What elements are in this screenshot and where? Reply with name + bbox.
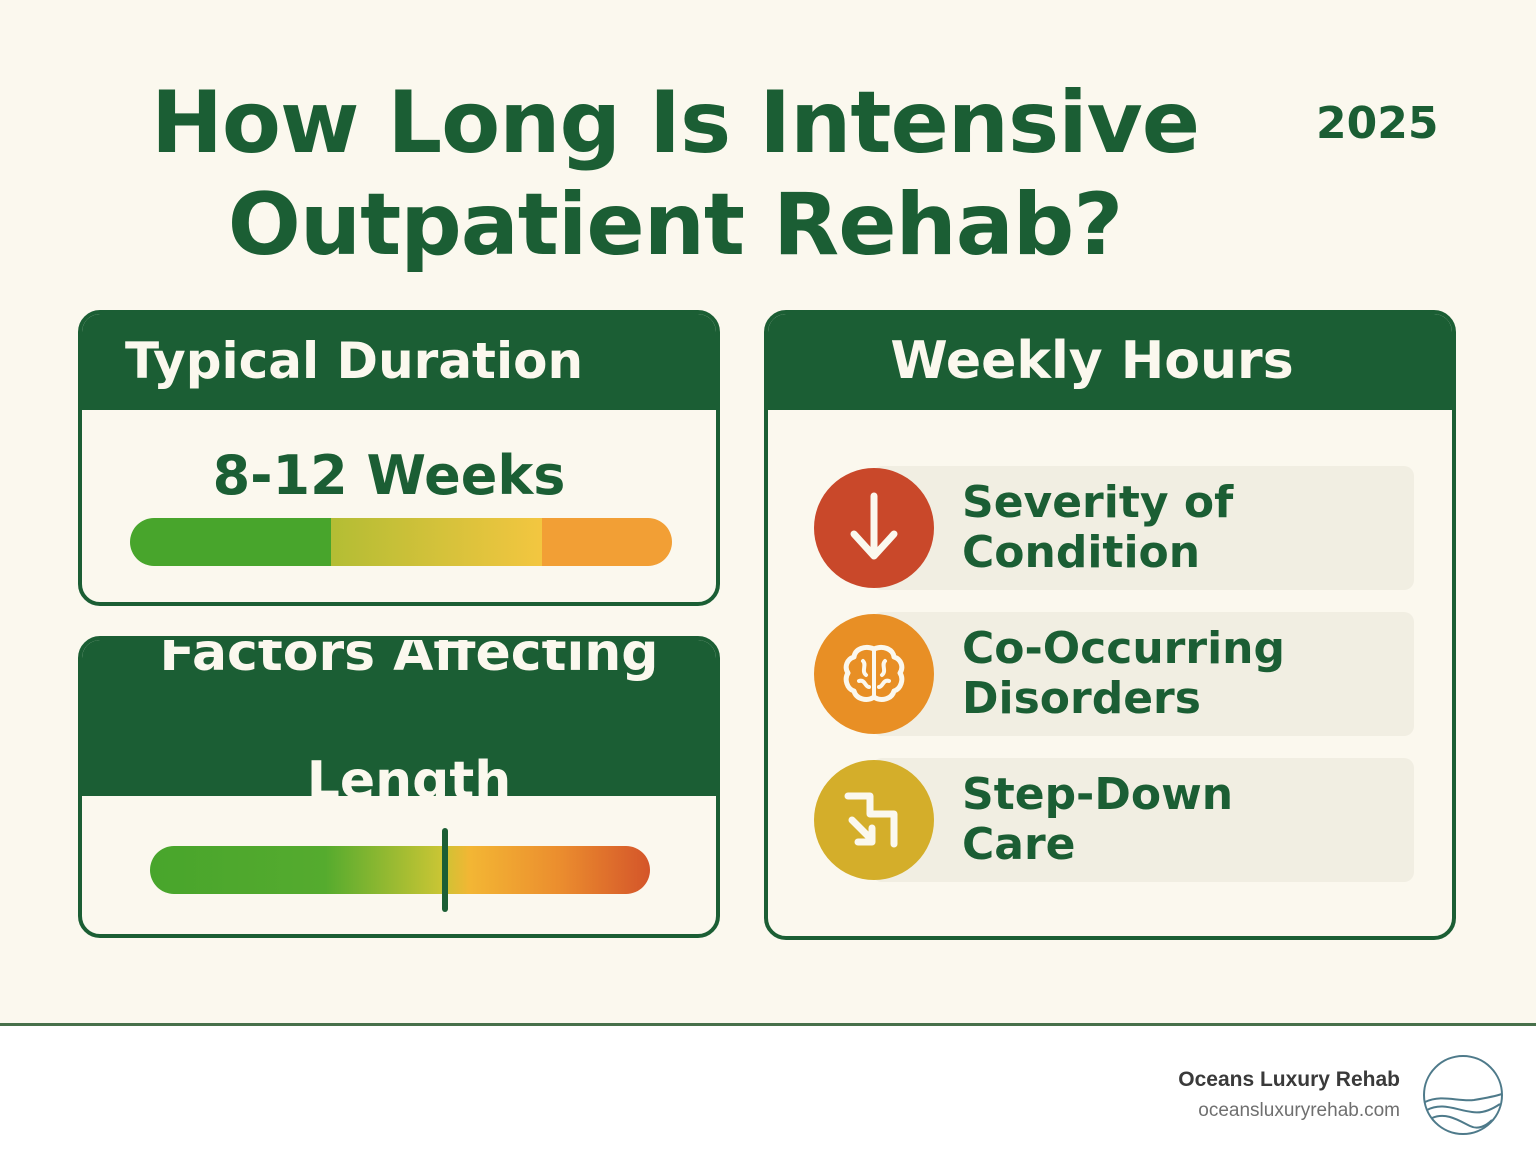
factor-row-bg — [872, 758, 1414, 882]
bar-segment-green — [130, 518, 331, 566]
factor-label-line-1: Co-Occurring — [962, 623, 1285, 674]
typical-duration-card: Typical Duration 8-12 Weeks — [78, 310, 720, 606]
weekly-hours-heading: Weekly Hours — [890, 330, 1294, 391]
step-down-arrow-icon — [814, 760, 934, 880]
factor-label: Co-Occurring Disorders — [962, 624, 1285, 724]
year-label: 2025 — [1316, 98, 1439, 149]
factors-heading: Factors Affecting Length — [159, 636, 659, 813]
bar-segment-yellow — [331, 518, 542, 566]
factors-gradient-bar — [150, 846, 650, 894]
factors-marker — [442, 828, 448, 912]
duration-value: 8-12 Weeks — [212, 444, 566, 507]
bar-segment-orange — [542, 518, 672, 566]
factor-label: Severity of Condition — [962, 478, 1233, 578]
page-title: How Long Is Intensive Outpatient Rehab? — [100, 72, 1250, 276]
duration-progress-bar — [130, 518, 672, 566]
factor-label-line-2: Disorders — [962, 673, 1201, 724]
weekly-hours-header: Weekly Hours — [768, 314, 1452, 410]
factors-affecting-length-card: Factors Affecting Length — [78, 636, 720, 938]
arrow-down-icon — [814, 468, 934, 588]
factor-row-step-down: Step-Down Care — [814, 758, 1414, 882]
factor-label: Step-Down Care — [962, 770, 1233, 870]
factor-label-line-1: Step-Down — [962, 769, 1234, 820]
factors-heading-line-2: Length — [306, 750, 512, 811]
factors-header: Factors Affecting Length — [82, 640, 716, 811]
factor-label-line-1: Severity of — [962, 477, 1234, 528]
weekly-hours-card: Weekly Hours Severity of Condition — [764, 310, 1456, 940]
footer: Oceans Luxury Rehab oceansluxuryrehab.co… — [0, 1023, 1536, 1154]
factor-row-bg — [872, 466, 1414, 590]
typical-duration-heading: Typical Duration — [124, 331, 584, 390]
title-line-1: How Long Is Intensive — [150, 73, 1200, 173]
brand-url[interactable]: oceansluxuryrehab.com — [1198, 1100, 1400, 1121]
factor-row-co-occurring: Co-Occurring Disorders — [814, 612, 1414, 736]
factor-row-severity: Severity of Condition — [814, 466, 1414, 590]
infographic: How Long Is Intensive Outpatient Rehab? … — [78, 72, 1456, 940]
factor-label-line-2: Care — [962, 819, 1076, 870]
typical-duration-header: Typical Duration — [82, 314, 716, 410]
factors-heading-line-1: Factors Affecting — [159, 636, 659, 683]
factor-label-line-2: Condition — [962, 527, 1201, 578]
factor-row-bg — [872, 612, 1414, 736]
title-line-2: Outpatient Rehab? — [227, 175, 1123, 275]
ocean-wave-logo-icon — [1423, 1055, 1503, 1135]
brand-name: Oceans Luxury Rehab — [1178, 1068, 1400, 1091]
brain-icon — [814, 614, 934, 734]
